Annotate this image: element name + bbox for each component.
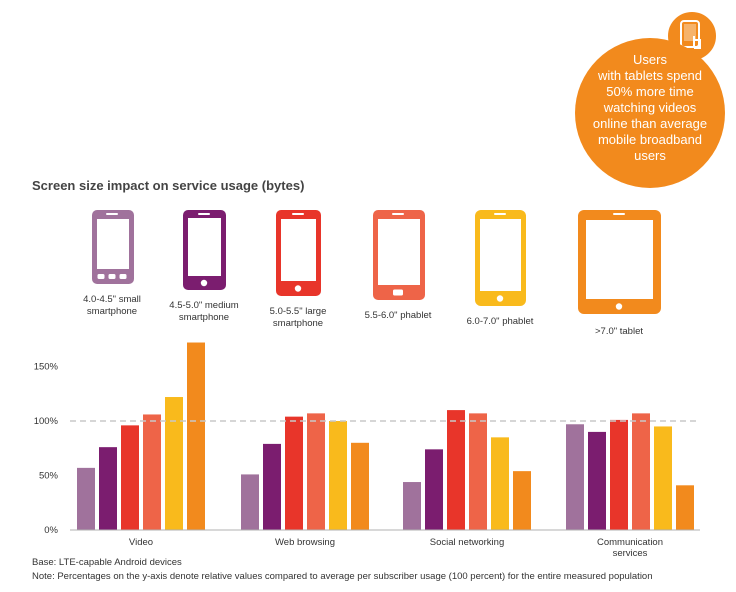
y-tick-label: 100%	[34, 416, 59, 427]
large-smartphone-icon	[276, 210, 321, 296]
y-tick-label: 0%	[44, 525, 58, 536]
bar	[566, 424, 584, 530]
bar	[307, 413, 325, 530]
bar	[165, 397, 183, 530]
medium-smartphone-icon	[183, 210, 226, 290]
device-icons-row	[92, 210, 661, 314]
bar	[121, 425, 139, 530]
device-label: 6.0-7.0" phablet	[445, 316, 555, 328]
bar	[329, 421, 347, 530]
tablet-icon	[578, 210, 661, 314]
bar	[447, 410, 465, 530]
device-label-line: 4.5-5.0" medium	[169, 300, 239, 311]
bar	[99, 447, 117, 530]
bar	[285, 416, 303, 530]
device-label: 5.0-5.5" large smartphone	[243, 306, 353, 330]
bar	[77, 467, 95, 530]
y-tick-label: 50%	[39, 471, 59, 482]
callout-line: Users	[633, 52, 667, 67]
footnote-base: Base: LTE-capable Android devices	[32, 557, 182, 568]
x-category-label: Web browsing	[275, 537, 335, 548]
device-label-line: 6.0-7.0" phablet	[466, 316, 534, 327]
y-tick-label: 150%	[34, 362, 59, 373]
callout-line: with tablets spend	[597, 68, 703, 83]
x-category-label: Social networking	[430, 537, 504, 548]
callout-line: users	[634, 148, 666, 163]
bar	[654, 426, 672, 530]
x-category-label: services	[613, 548, 648, 559]
bar	[403, 482, 421, 530]
chart-subtitle: Screen size impact on service usage (byt…	[32, 178, 305, 193]
device-label-line: 5.0-5.5" large	[269, 306, 327, 317]
bar-chart: 0% 50% 100% 150% Video Web browsing Social net…	[34, 342, 700, 559]
bar	[425, 449, 443, 530]
bar	[513, 471, 531, 530]
callout-circle: Users with tablets spend 50% more time watc…	[575, 38, 725, 188]
x-category-label: Video	[129, 537, 153, 548]
bar	[632, 413, 650, 530]
bar	[241, 474, 259, 530]
phablet-icon	[373, 210, 425, 300]
x-category-label: Communication	[597, 537, 663, 548]
device-label: >7.0" tablet	[564, 326, 674, 338]
device-label-line: 5.5-6.0" phablet	[364, 310, 432, 321]
callout-line: 50% more time	[606, 84, 694, 99]
device-label-line: smartphone	[272, 318, 324, 329]
device-label-line: 4.0-4.5" small	[83, 294, 141, 305]
device-label: 5.5-6.0" phablet	[343, 310, 453, 322]
bar	[676, 485, 694, 530]
footnote-note: Note: Percentages on the y-axis denote r…	[32, 571, 653, 582]
bar	[187, 342, 205, 530]
device-label-line: smartphone	[86, 306, 138, 317]
callout-line: online than average	[592, 116, 708, 131]
tablet-touch-icon	[680, 20, 701, 49]
device-label: 4.5-5.0" medium smartphone	[149, 300, 259, 324]
large-phablet-icon	[475, 210, 526, 306]
device-label: 4.0-4.5" small smartphone	[57, 294, 167, 318]
small-smartphone-icon	[92, 210, 134, 284]
bar	[351, 442, 369, 530]
bar	[143, 414, 161, 530]
bar	[491, 437, 509, 530]
bar	[263, 443, 281, 530]
callout-line: mobile broadband	[597, 132, 703, 147]
device-label-line: smartphone	[178, 312, 230, 323]
device-label-line: >7.0" tablet	[594, 326, 643, 337]
bar	[469, 413, 487, 530]
bar	[588, 431, 606, 530]
callout-line: watching videos	[603, 100, 697, 115]
bar	[610, 419, 628, 530]
